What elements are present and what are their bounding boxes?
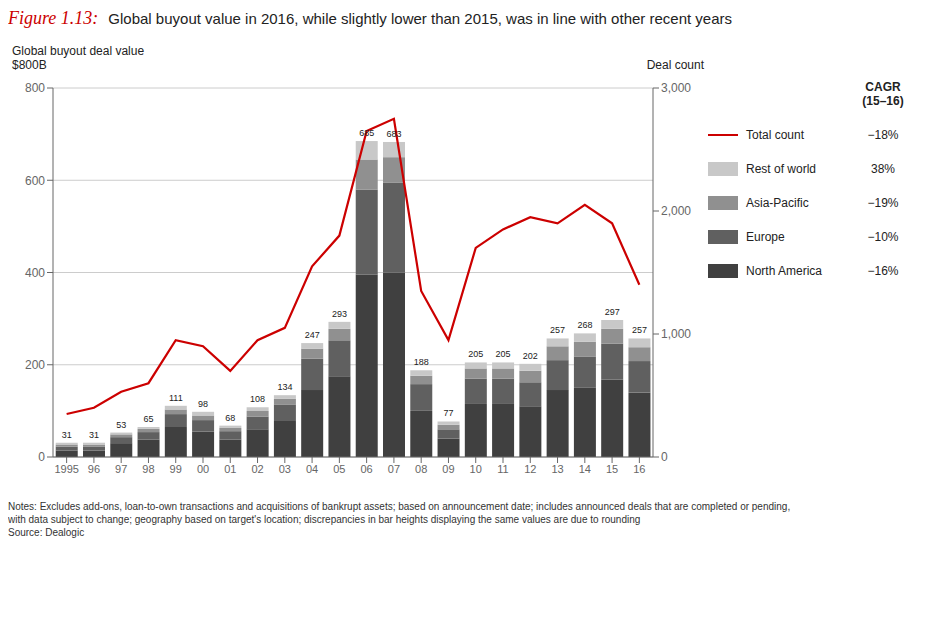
svg-text:98: 98 bbox=[198, 399, 208, 409]
svg-text:06: 06 bbox=[361, 463, 373, 475]
svg-text:13: 13 bbox=[551, 463, 563, 475]
html-text:(15–16): (15–16) bbox=[862, 94, 904, 108]
svg-text:111: 111 bbox=[169, 393, 183, 403]
svg-text:293: 293 bbox=[332, 309, 347, 319]
html-text:Figure 1.13:: Figure 1.13: bbox=[8, 8, 99, 28]
svg-text:205: 205 bbox=[468, 349, 483, 359]
svg-text:04: 04 bbox=[306, 463, 318, 475]
html-text:Global buyout deal value: Global buyout deal value bbox=[12, 44, 145, 58]
svg-text:02: 02 bbox=[251, 463, 263, 475]
svg-text:65: 65 bbox=[144, 414, 154, 424]
svg-text:0: 0 bbox=[661, 450, 668, 464]
svg-text:800: 800 bbox=[25, 81, 45, 95]
svg-text:97: 97 bbox=[115, 463, 127, 475]
html-text:Global buyout value in 2016, w: Global buyout value in 2016, while sligh… bbox=[108, 10, 732, 27]
svg-text:257: 257 bbox=[632, 325, 647, 335]
svg-text:01: 01 bbox=[224, 463, 236, 475]
svg-text:00: 00 bbox=[197, 463, 209, 475]
svg-text:68: 68 bbox=[225, 413, 235, 423]
svg-text:11: 11 bbox=[497, 463, 508, 475]
svg-text:53: 53 bbox=[116, 420, 126, 430]
svg-text:1,000: 1,000 bbox=[661, 327, 691, 341]
svg-text:12: 12 bbox=[524, 463, 536, 475]
svg-text:14: 14 bbox=[579, 463, 591, 475]
html-text:Total count: Total count bbox=[746, 128, 804, 142]
svg-text:600: 600 bbox=[25, 174, 45, 188]
svg-text:3,000: 3,000 bbox=[661, 81, 691, 95]
svg-text:205: 205 bbox=[496, 349, 511, 359]
html-text:Asia-Pacific: Asia-Pacific bbox=[746, 196, 809, 210]
svg-text:77: 77 bbox=[444, 408, 454, 418]
svg-text:31: 31 bbox=[62, 430, 72, 440]
html-text:Notes: Excludes add-ons, loan-: Notes: Excludes add-ons, loan-to-own tra… bbox=[8, 501, 791, 538]
html-text:Rest of world: Rest of world bbox=[746, 162, 816, 176]
html-text:North America: North America bbox=[746, 264, 822, 278]
svg-text:08: 08 bbox=[415, 463, 427, 475]
svg-text:16: 16 bbox=[633, 463, 645, 475]
svg-text:96: 96 bbox=[88, 463, 100, 475]
svg-text:247: 247 bbox=[305, 330, 320, 340]
svg-text:99: 99 bbox=[170, 463, 182, 475]
svg-text:188: 188 bbox=[414, 357, 429, 367]
html-text:Deal count: Deal count bbox=[646, 58, 704, 72]
svg-text:05: 05 bbox=[333, 463, 345, 475]
svg-text:15: 15 bbox=[606, 463, 618, 475]
html-text:CAGR: CAGR bbox=[865, 80, 901, 94]
svg-text:108: 108 bbox=[250, 394, 265, 404]
svg-text:31: 31 bbox=[89, 430, 99, 440]
html-text:38%: 38% bbox=[871, 162, 895, 176]
html-text:−18%: −18% bbox=[867, 128, 899, 142]
svg-text:257: 257 bbox=[550, 325, 565, 335]
html-text:−10%: −10% bbox=[867, 230, 899, 244]
svg-text:10: 10 bbox=[470, 463, 482, 475]
svg-text:202: 202 bbox=[523, 351, 538, 361]
svg-text:134: 134 bbox=[277, 382, 292, 392]
svg-text:09: 09 bbox=[442, 463, 454, 475]
svg-text:07: 07 bbox=[388, 463, 400, 475]
html-text:−19%: −19% bbox=[867, 196, 899, 210]
svg-text:200: 200 bbox=[25, 358, 45, 372]
html-text:Europe: Europe bbox=[746, 230, 785, 244]
svg-text:98: 98 bbox=[142, 463, 154, 475]
svg-text:03: 03 bbox=[279, 463, 291, 475]
svg-text:683: 683 bbox=[386, 129, 401, 139]
svg-text:268: 268 bbox=[577, 320, 592, 330]
svg-text:2,000: 2,000 bbox=[661, 204, 691, 218]
svg-text:1995: 1995 bbox=[54, 463, 78, 475]
html-text:−16%: −16% bbox=[867, 264, 899, 278]
svg-text:297: 297 bbox=[605, 307, 620, 317]
svg-text:0: 0 bbox=[38, 450, 45, 464]
html-text:$800B: $800B bbox=[12, 58, 47, 72]
svg-text:400: 400 bbox=[25, 266, 45, 280]
svg-text:685: 685 bbox=[359, 128, 374, 138]
